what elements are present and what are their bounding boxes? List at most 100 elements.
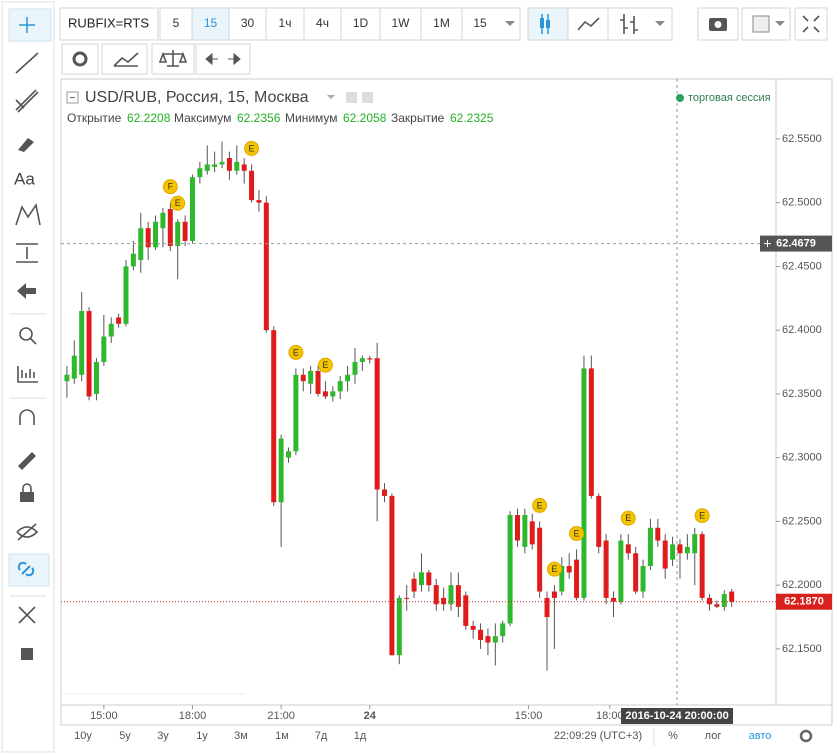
draw-mode-tool[interactable] — [18, 452, 36, 470]
candle-body — [507, 515, 513, 624]
candle-body — [234, 161, 240, 171]
zoom-tool[interactable] — [19, 327, 33, 341]
interval-label: 4ч — [316, 16, 329, 30]
undo-redo[interactable] — [195, 43, 251, 75]
delete-tool[interactable] — [19, 646, 35, 660]
interval-button[interactable] — [191, 7, 230, 41]
event-label: F — [168, 182, 174, 192]
crosshair-time-label: 2016-10-24 20:00:00 — [625, 710, 728, 722]
candle-body — [692, 534, 698, 554]
range-button[interactable]: 1м — [275, 730, 289, 742]
legend-settings[interactable] — [346, 92, 357, 103]
event-marker[interactable] — [288, 344, 304, 360]
event-marker[interactable] — [244, 140, 260, 156]
y-tick-label: 62.2500 — [782, 515, 822, 527]
symbol-box[interactable] — [59, 7, 159, 41]
interval-select-label: 15 — [473, 16, 487, 30]
event-marker[interactable] — [162, 179, 178, 195]
candle-body — [396, 597, 402, 656]
hide-tool[interactable] — [16, 523, 39, 541]
axis-settings[interactable] — [799, 729, 813, 743]
bar-type-button[interactable] — [607, 7, 673, 41]
candle-body — [455, 585, 461, 607]
event-marker[interactable] — [620, 510, 636, 526]
candle-body — [478, 629, 484, 640]
sync-tool[interactable] — [8, 553, 50, 587]
event-marker[interactable] — [532, 497, 548, 513]
y-tick-label: 62.1500 — [782, 643, 822, 655]
pattern-tool[interactable] — [15, 202, 41, 226]
event-marker[interactable] — [569, 525, 585, 541]
event-label: E — [699, 510, 705, 520]
lock-tool[interactable] — [20, 492, 34, 502]
candle-body — [167, 209, 173, 247]
fullscreen-button[interactable] — [794, 7, 828, 41]
candle-body — [463, 595, 469, 626]
last-price-box — [776, 593, 832, 610]
interval-label: 1ч — [279, 16, 292, 30]
interval-button[interactable] — [228, 7, 267, 41]
range-button[interactable]: 7д — [315, 730, 328, 742]
range-button[interactable]: 5y — [119, 730, 131, 742]
x-tick-label: 18:00 — [596, 710, 624, 722]
session-dot — [676, 94, 684, 102]
log-toggle[interactable]: лог — [705, 730, 722, 742]
candle-body — [71, 355, 77, 379]
event-label: E — [175, 198, 181, 208]
back-tool[interactable] — [17, 283, 36, 299]
event-label: E — [322, 360, 328, 370]
link-icon — [17, 561, 35, 577]
candle-body — [101, 336, 107, 363]
candle-body — [418, 572, 424, 586]
legend-value: 62.2208 — [127, 111, 171, 125]
interval-label: 30 — [241, 16, 255, 30]
legend-hide[interactable] — [362, 92, 373, 103]
crosshair-time-box — [621, 708, 734, 724]
interval-label: 1M — [433, 16, 450, 30]
range-button[interactable]: 1y — [196, 730, 208, 742]
clock: 22:09:29 (UTC+3) — [554, 730, 642, 742]
measure-tool[interactable] — [16, 243, 38, 263]
y-tick-label: 62.3000 — [782, 452, 822, 464]
range-button[interactable]: 3y — [157, 730, 169, 742]
y-tick-label: 62.2000 — [782, 579, 822, 591]
candle-body — [367, 358, 373, 360]
candle-body — [256, 200, 262, 203]
event-marker[interactable] — [546, 561, 562, 577]
range-button[interactable]: 10y — [74, 730, 92, 742]
candle-body — [374, 358, 380, 490]
candle-body — [145, 228, 151, 248]
percent-toggle[interactable]: % — [668, 730, 678, 742]
candle-body — [79, 311, 85, 375]
auto-toggle[interactable]: авто — [749, 730, 772, 742]
interval-button[interactable] — [340, 7, 381, 41]
interval-button[interactable] — [159, 7, 193, 41]
event-marker[interactable] — [694, 508, 710, 524]
candle-body — [249, 170, 255, 201]
scale-tool[interactable] — [17, 366, 38, 383]
interval-button[interactable] — [303, 7, 342, 41]
candle-body — [433, 585, 439, 605]
range-button[interactable]: 3м — [234, 730, 248, 742]
candle-body — [611, 597, 616, 602]
candle-body — [411, 578, 417, 592]
zoom-handle — [29, 337, 37, 345]
trendline-tool[interactable] — [15, 52, 39, 74]
event-marker[interactable] — [317, 357, 333, 373]
text-tool[interactable]: Aa — [14, 169, 35, 188]
event-marker[interactable] — [170, 195, 186, 211]
brush-tool[interactable] — [18, 138, 34, 152]
candle-body — [315, 370, 321, 394]
pitchfork-tool[interactable] — [15, 89, 39, 113]
y-tick-label: 62.5000 — [782, 197, 822, 209]
fullscreen-icon — [802, 15, 820, 33]
tools-tool[interactable] — [18, 606, 36, 624]
magnet-tool[interactable] — [19, 409, 35, 425]
candle-body — [382, 489, 388, 496]
indicators-icon — [113, 52, 139, 67]
candle-body — [404, 597, 410, 599]
interval-button[interactable] — [265, 7, 305, 41]
settings-button[interactable] — [61, 43, 99, 75]
range-button[interactable]: 1д — [354, 730, 367, 742]
